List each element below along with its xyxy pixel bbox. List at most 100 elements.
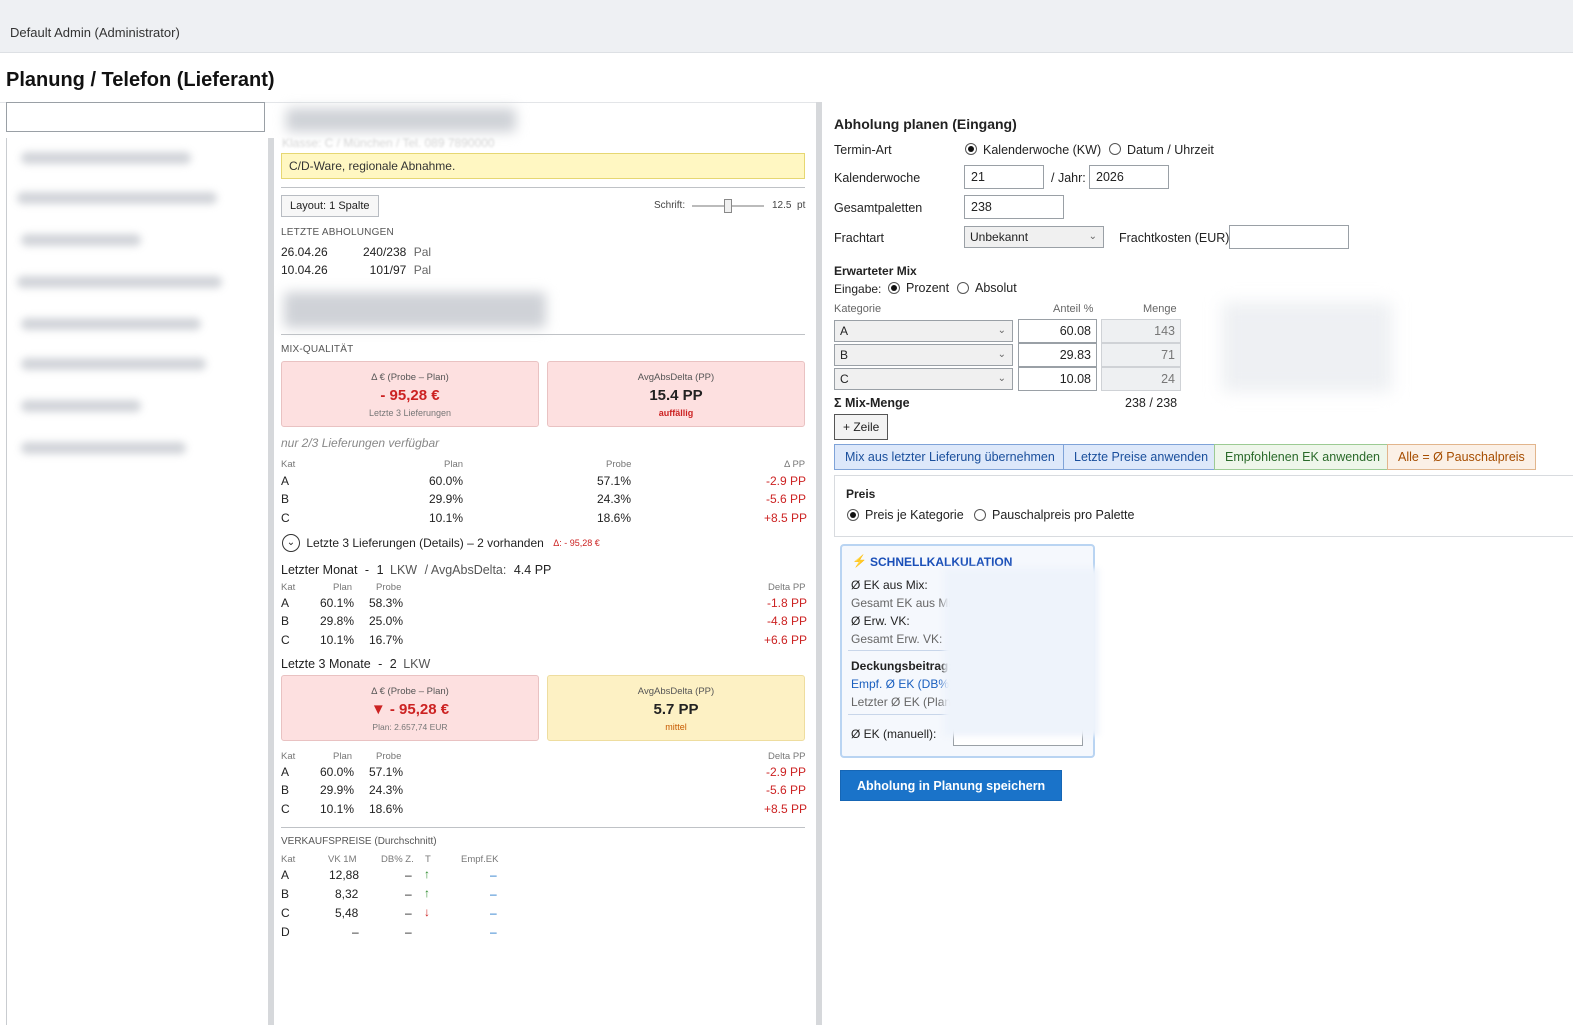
row-db: – xyxy=(405,906,412,920)
freight-select[interactable]: Unbekannt ⌄ xyxy=(964,226,1104,248)
price-title: Preis xyxy=(846,487,876,501)
mix-category-select[interactable]: A ⌄ xyxy=(834,320,1013,342)
card-sub: mittel xyxy=(665,722,687,732)
card-label: AvgAbsDelta (PP) xyxy=(637,372,715,383)
mix-category-value: C xyxy=(840,372,849,386)
quick-calc-panel: ⚡ SCHNELLKALKULATION Ø EK aus Mix: Gesam… xyxy=(840,544,1099,758)
col-probe: Probe xyxy=(376,751,402,762)
price-section: Preis Preis je Kategorie Pauschalpreis p… xyxy=(834,475,1573,537)
mix-share-input[interactable]: 60.08 xyxy=(1018,319,1097,343)
apply-last-prices-button[interactable]: Letzte Preise anwenden xyxy=(1063,444,1220,470)
row-vk: 12,88 xyxy=(329,868,360,882)
input-absolute-label[interactable]: Absolut xyxy=(975,281,1017,295)
row-vk: 5,48 xyxy=(335,906,359,920)
list-item[interactable] xyxy=(17,276,222,288)
row-delta: +8.5 PP xyxy=(764,802,808,816)
list-item[interactable] xyxy=(21,442,186,454)
list-item[interactable] xyxy=(21,152,191,164)
list-item[interactable] xyxy=(21,400,141,412)
redacted-columns xyxy=(1222,302,1392,392)
col-kat: Kat xyxy=(281,751,296,762)
row-plan: 29.9% xyxy=(429,492,464,506)
mix-share-input[interactable]: 29.83 xyxy=(1018,343,1097,367)
mix-quantity-field: 71 xyxy=(1101,343,1181,367)
row-probe: 24.3% xyxy=(597,492,632,506)
pickup-date: 10.04.26 xyxy=(281,263,328,277)
list-item[interactable] xyxy=(17,192,217,204)
slider-thumb[interactable] xyxy=(724,199,732,213)
divider xyxy=(281,334,805,335)
take-mix-button[interactable]: Mix aus letzter Lieferung übernehmen xyxy=(834,444,1066,470)
row-plan: 60.1% xyxy=(320,596,355,610)
flat-price-label[interactable]: Pauschalpreis pro Palette xyxy=(992,508,1135,522)
termin-label: Termin-Art xyxy=(834,143,892,157)
year-input[interactable]: 2026 xyxy=(1089,165,1169,189)
details-delta-badge: Δ: - 95,28 € xyxy=(553,538,600,548)
row-vk: 8,32 xyxy=(335,887,359,901)
row-kat: A xyxy=(281,596,290,610)
redacted-values xyxy=(944,568,1099,736)
row-db: – xyxy=(405,925,412,939)
mix-category-select[interactable]: B ⌄ xyxy=(834,344,1013,366)
termin-date-label[interactable]: Datum / Uhrzeit xyxy=(1127,143,1214,157)
mix-category-select[interactable]: C ⌄ xyxy=(834,368,1013,390)
row-kat: B xyxy=(281,492,290,506)
list-item[interactable] xyxy=(21,318,201,330)
last-pickups-title: LETZTE ABHOLUNGEN xyxy=(281,227,394,238)
font-size-slider[interactable] xyxy=(692,199,764,213)
kw-input[interactable]: 21 xyxy=(964,165,1044,189)
three-months-unit: LKW xyxy=(403,657,431,671)
year-label: / Jahr: xyxy=(1051,171,1086,185)
three-months-delta-card: Δ € (Probe – Plan) ▼ - 95,28 € Plan: 2.6… xyxy=(281,675,539,741)
add-row-button[interactable]: + Zeile xyxy=(834,414,889,440)
row-kat: A xyxy=(281,474,290,488)
card-value: ▼ - 95,28 € xyxy=(370,701,450,718)
row-plan: 10.1% xyxy=(320,633,355,647)
pallets-input[interactable]: 238 xyxy=(964,195,1064,219)
row-kat: B xyxy=(281,783,290,797)
redacted-block xyxy=(284,292,546,328)
input-percent-label[interactable]: Prozent xyxy=(906,281,950,295)
calc-label: Gesamt EK aus Mix: xyxy=(851,596,961,610)
col-delta: Δ PP xyxy=(784,459,806,470)
freight-cost-input[interactable] xyxy=(1229,225,1349,249)
col-db: DB% Z. xyxy=(381,854,414,865)
card-label: AvgAbsDelta (PP) xyxy=(637,686,715,697)
row-empf: – xyxy=(490,887,497,901)
price-per-category-label[interactable]: Preis je Kategorie xyxy=(865,508,964,522)
supplier-list[interactable] xyxy=(6,138,274,1025)
input-percent-radio[interactable] xyxy=(888,282,900,294)
flat-price-radio[interactable] xyxy=(974,509,986,521)
apply-recommended-ek-button[interactable]: Empfohlenen EK anwenden xyxy=(1214,444,1391,470)
input-mode-label: Eingabe: xyxy=(834,282,882,296)
price-per-category-radio[interactable] xyxy=(847,509,859,521)
layout-button[interactable]: Layout: 1 Spalte xyxy=(281,195,379,217)
font-size-value: 12.5 pt xyxy=(772,200,805,211)
row-probe: 57.1% xyxy=(369,765,404,779)
termin-kw-label[interactable]: Kalenderwoche (KW) xyxy=(983,143,1102,157)
input-absolute-radio[interactable] xyxy=(957,282,969,294)
save-pickup-button[interactable]: Abholung in Planung speichern xyxy=(840,770,1063,801)
apply-flat-price-button[interactable]: Alle = Ø Pauschalpreis xyxy=(1387,444,1536,470)
pallets-label: Gesamtpaletten xyxy=(834,201,923,215)
row-probe: 18.6% xyxy=(597,511,632,525)
row-plan: 10.1% xyxy=(429,511,464,525)
termin-kw-radio[interactable] xyxy=(965,143,977,155)
freight-cost-label: Frachtkosten (EUR) xyxy=(1119,231,1230,245)
mix-category-value: B xyxy=(840,348,849,362)
trend-down-icon: ↓ xyxy=(424,905,430,919)
row-delta: -4.8 PP xyxy=(767,614,808,628)
search-input[interactable] xyxy=(6,102,265,132)
row-delta: +8.5 PP xyxy=(764,511,808,525)
sales-prices-title: VERKAUFSPREISE (Durchschnitt) xyxy=(281,836,437,847)
card-sub: auffällig xyxy=(658,408,694,418)
list-item[interactable] xyxy=(21,358,206,370)
termin-date-radio[interactable] xyxy=(1109,143,1121,155)
details-toggle[interactable]: ⌄ Letzte 3 Lieferungen (Details) – 2 vor… xyxy=(282,534,600,554)
col-empf: Empf.EK xyxy=(461,854,499,865)
mix-share-input[interactable]: 10.08 xyxy=(1018,367,1097,391)
calc-label: Gesamt Erw. VK: xyxy=(851,632,943,646)
row-probe: 18.6% xyxy=(369,802,404,816)
col-probe: Probe xyxy=(376,582,402,593)
list-item[interactable] xyxy=(21,234,141,246)
